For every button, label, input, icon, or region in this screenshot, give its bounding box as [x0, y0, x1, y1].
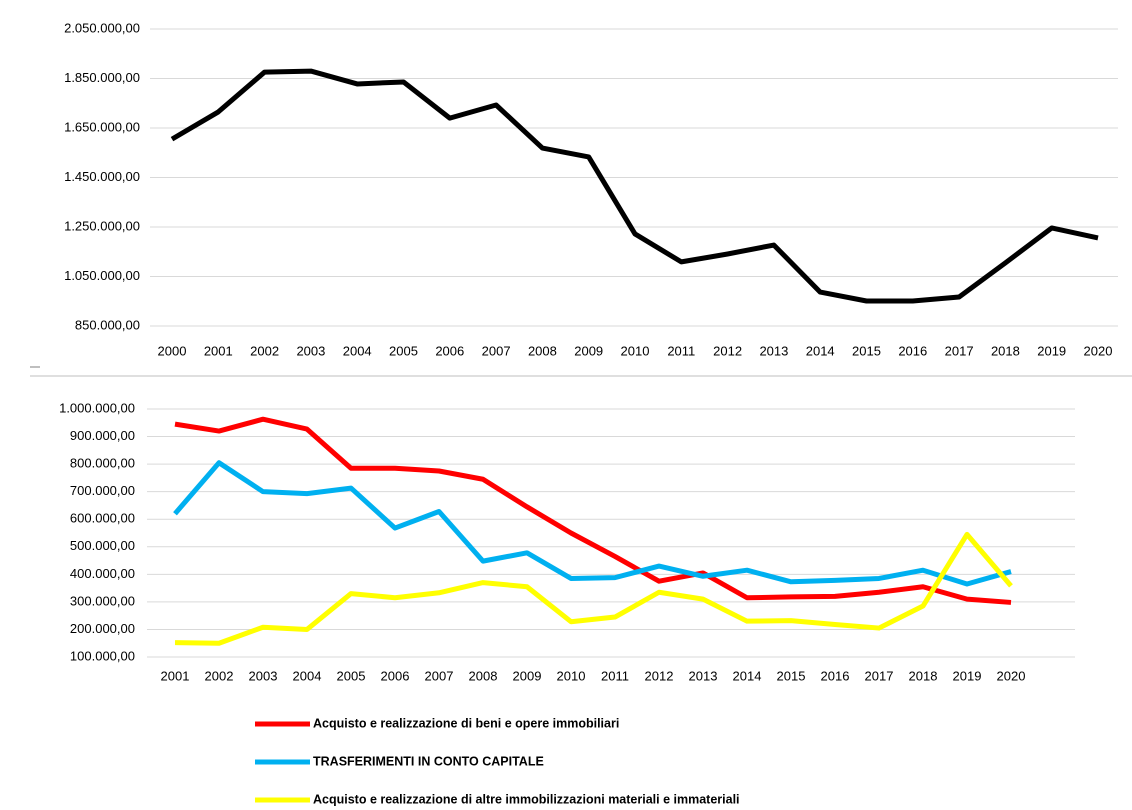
x-tick-label: 2004: [343, 343, 372, 358]
y-tick-label: 1.000.000,00: [59, 400, 135, 415]
y-tick-label: 800.000,00: [70, 456, 135, 471]
y-tick-label: 400.000,00: [70, 566, 135, 581]
x-tick-label: 2011: [667, 343, 695, 358]
x-tick-label: 2007: [482, 343, 511, 358]
x-tick-label: 2006: [381, 668, 410, 683]
x-tick-label: 2014: [806, 343, 835, 358]
y-tick-label: 500.000,00: [70, 538, 135, 553]
x-tick-label: 2020: [997, 668, 1026, 683]
x-tick-label: 2001: [161, 668, 190, 683]
x-tick-label: 2013: [759, 343, 788, 358]
y-tick-label: 1.450.000,00: [64, 169, 140, 184]
x-tick-label: 2016: [898, 343, 927, 358]
x-tick-label: 2017: [865, 668, 894, 683]
y-tick-label: 900.000,00: [70, 428, 135, 443]
legend-label: Acquisto e realizzazione di beni e opere…: [313, 716, 619, 730]
x-tick-label: 2019: [1037, 343, 1066, 358]
x-tick-label: 2015: [852, 343, 881, 358]
x-tick-label: 2012: [713, 343, 742, 358]
x-tick-label: 2002: [205, 668, 234, 683]
series-line: [174, 416, 1012, 605]
x-tick-label: 2003: [296, 343, 325, 358]
x-tick-label: 2019: [953, 668, 982, 683]
x-tick-label: 2008: [469, 668, 498, 683]
x-tick-label: 2011: [601, 668, 629, 683]
x-tick-label: 2003: [249, 668, 278, 683]
y-tick-label: 1.050.000,00: [64, 268, 140, 283]
y-tick-label: 700.000,00: [70, 483, 135, 498]
x-tick-label: 2014: [733, 668, 762, 683]
x-tick-label: 2018: [991, 343, 1020, 358]
x-tick-label: 2009: [574, 343, 603, 358]
y-tick-label: 600.000,00: [70, 511, 135, 526]
series-line: [170, 68, 1099, 304]
y-tick-label: 1.850.000,00: [64, 70, 140, 85]
x-tick-label: 2000: [158, 343, 187, 358]
x-tick-label: 2009: [513, 668, 542, 683]
series-line: [174, 531, 1013, 646]
x-tick-label: 2016: [821, 668, 850, 683]
x-tick-label: 2018: [909, 668, 938, 683]
x-tick-label: 2002: [250, 343, 279, 358]
x-tick-label: 2005: [389, 343, 418, 358]
y-tick-label: 1.650.000,00: [64, 119, 140, 134]
x-tick-label: 2001: [204, 343, 233, 358]
x-tick-label: 2020: [1084, 343, 1113, 358]
legend-label: TRASFERIMENTI IN CONTO CAPITALE: [313, 754, 544, 768]
legend-label: Acquisto e realizzazione di altre immobi…: [313, 792, 740, 806]
x-tick-label: 2013: [689, 668, 718, 683]
y-tick-label: 1.250.000,00: [64, 218, 140, 233]
x-tick-label: 2015: [777, 668, 806, 683]
x-tick-label: 2012: [645, 668, 674, 683]
x-tick-label: 2010: [557, 668, 586, 683]
y-tick-label: 300.000,00: [70, 593, 135, 608]
x-tick-label: 2004: [293, 668, 322, 683]
series-line: [173, 460, 1012, 587]
x-tick-label: 2008: [528, 343, 557, 358]
x-tick-label: 2005: [337, 668, 366, 683]
x-tick-label: 2007: [425, 668, 454, 683]
x-tick-label: 2017: [945, 343, 974, 358]
y-tick-label: 2.050.000,00: [64, 20, 140, 35]
y-tick-label: 100.000,00: [70, 648, 135, 663]
y-tick-label: 200.000,00: [70, 621, 135, 636]
x-tick-label: 2006: [435, 343, 464, 358]
x-tick-label: 2010: [621, 343, 650, 358]
y-tick-label: 850.000,00: [75, 317, 140, 332]
